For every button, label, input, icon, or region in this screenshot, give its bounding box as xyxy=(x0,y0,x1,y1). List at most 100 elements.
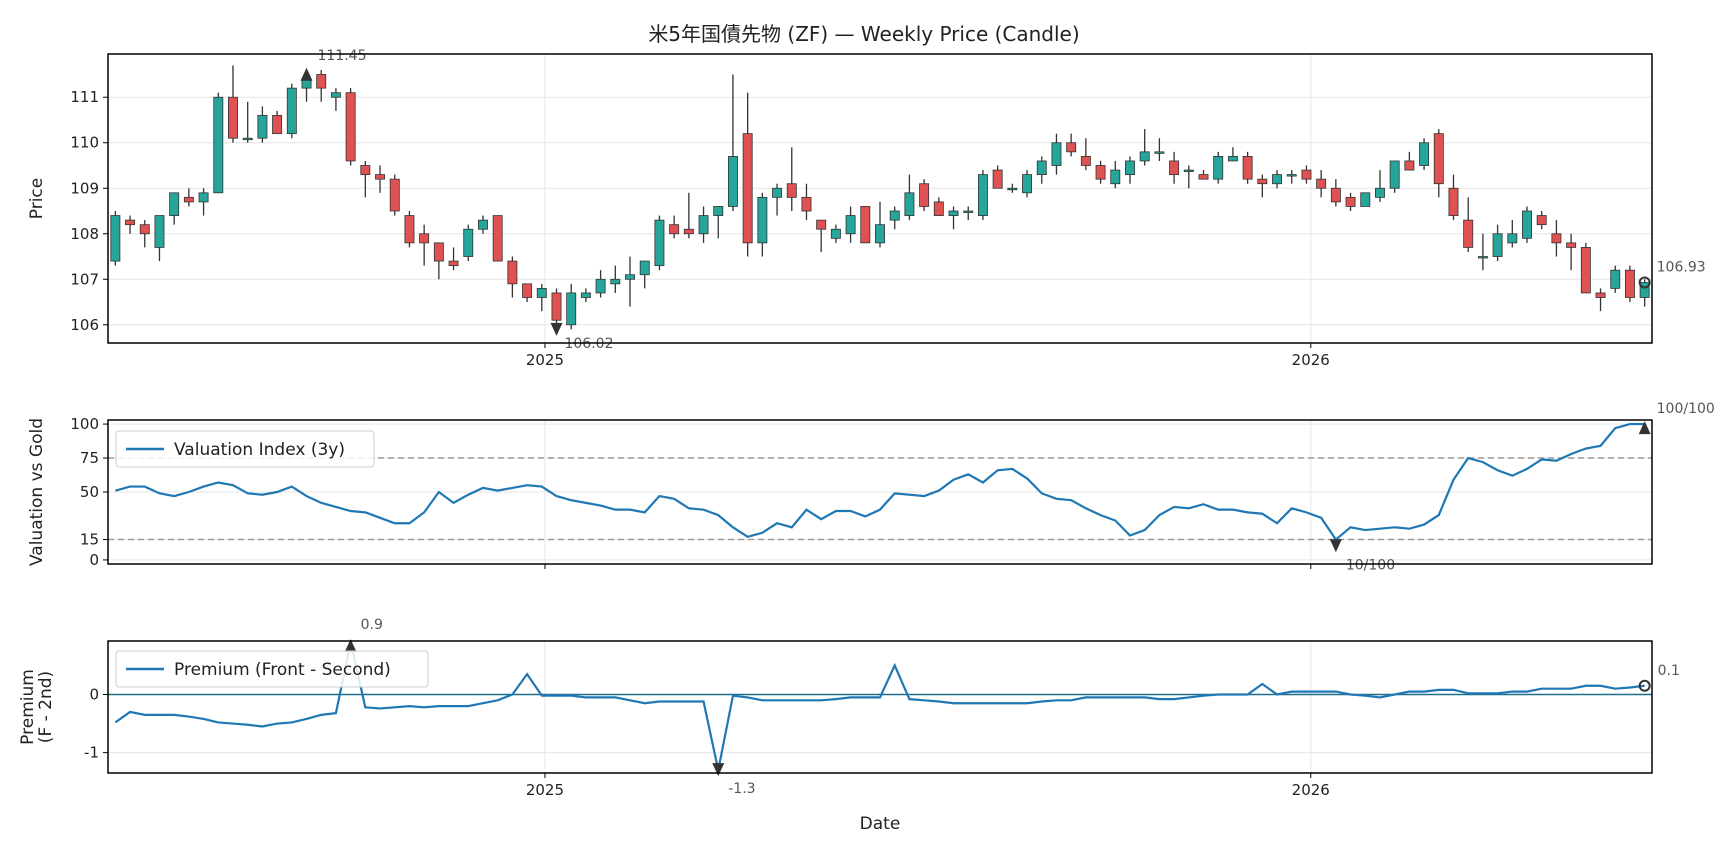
candle-body xyxy=(419,233,430,244)
annotation-label: -1.3 xyxy=(728,781,755,797)
price-candle-panel: 106 107 108 109 110 111 2025 2026 111.45 106.02 10… xyxy=(27,48,1706,369)
candle-body xyxy=(1154,151,1165,154)
y-axis-label: Premium(F - 2nd) xyxy=(18,669,56,745)
candle-body xyxy=(1595,292,1606,298)
candle-body xyxy=(977,174,988,216)
candle-body xyxy=(1316,178,1327,189)
candle-body xyxy=(1551,233,1562,244)
valuation-panel-frame xyxy=(107,419,1653,565)
candle-body xyxy=(1080,156,1091,166)
candle-body xyxy=(1125,160,1135,176)
legend-box xyxy=(115,430,375,468)
candle-body xyxy=(1301,169,1312,180)
candle-body xyxy=(1639,282,1650,298)
candle-body xyxy=(463,228,474,257)
candle-body xyxy=(1419,142,1430,166)
candle-body xyxy=(1375,187,1385,198)
candle-body xyxy=(1463,219,1474,248)
candle-body xyxy=(110,215,121,262)
y-tick-label: 0 xyxy=(89,551,99,569)
candle-body xyxy=(1448,187,1459,216)
candle-body xyxy=(757,196,768,244)
y-tick-label: 106 xyxy=(70,316,99,334)
candle-body xyxy=(1095,165,1106,180)
candle-body xyxy=(1404,160,1415,171)
candle-body xyxy=(1330,187,1341,203)
candle-body xyxy=(625,274,635,280)
y-axis-label-line: Price xyxy=(27,178,47,219)
candle-body xyxy=(1345,196,1356,207)
candle-body xyxy=(727,156,738,207)
candle-body xyxy=(242,137,253,141)
candle-body xyxy=(478,219,488,230)
candle-body xyxy=(536,287,547,298)
candle-body xyxy=(375,174,385,180)
min-marker xyxy=(1329,539,1342,553)
candle-body xyxy=(1227,156,1238,162)
y-tick-label: 100 xyxy=(70,415,99,433)
candle-body xyxy=(213,96,224,194)
candle-body xyxy=(404,215,415,244)
x-tick-label: 2025 xyxy=(526,351,564,369)
y-axis-label-line: Premium xyxy=(18,669,38,745)
y-tick-label: 50 xyxy=(80,483,99,501)
candle-body xyxy=(772,187,783,198)
candle-body xyxy=(257,115,268,139)
annotation-label: 106.02 xyxy=(564,336,613,352)
candle-body xyxy=(669,224,680,235)
min-marker xyxy=(712,763,725,777)
legend-box xyxy=(115,650,429,688)
candle-body xyxy=(698,215,709,235)
candle-body xyxy=(963,210,974,213)
last-marker xyxy=(1638,679,1651,692)
candle-body xyxy=(522,283,533,298)
candle-body xyxy=(1610,269,1621,289)
candle-body xyxy=(316,74,327,89)
candle-body xyxy=(198,192,209,203)
candle-body xyxy=(1507,233,1518,244)
candle-body xyxy=(154,215,165,248)
candle-body xyxy=(595,278,606,294)
candle-body xyxy=(286,87,297,135)
candle-body xyxy=(845,215,856,235)
price-panel-frame xyxy=(107,53,1653,344)
high-marker xyxy=(300,67,313,81)
candle-body xyxy=(1536,215,1547,226)
candle-body xyxy=(933,201,944,216)
candle-body xyxy=(654,219,665,267)
candle-body xyxy=(1433,133,1444,185)
valuation-index-panel: 0 15 50 75 100 10/100 100/100 Valuation Index (… xyxy=(27,401,1715,573)
candle-body xyxy=(1389,160,1400,189)
candle-body xyxy=(610,278,621,285)
candle-body xyxy=(830,228,841,239)
candle-body xyxy=(742,133,753,244)
candle-body xyxy=(507,260,518,285)
candle-body xyxy=(1198,174,1209,180)
x-tick-label: 2025 xyxy=(526,781,564,799)
last-marker xyxy=(1638,276,1651,289)
candle-body xyxy=(139,224,150,235)
candle-body xyxy=(713,206,724,216)
candle-body xyxy=(992,169,1003,189)
legend-label: Premium (Front - Second) xyxy=(174,660,391,680)
y-tick-label: 107 xyxy=(70,270,99,288)
candle-body xyxy=(272,115,283,135)
candle-body xyxy=(1522,210,1532,239)
candle-body xyxy=(492,215,503,262)
candle-body xyxy=(1286,174,1297,177)
candle-body xyxy=(1242,156,1253,180)
legend-label: Valuation Index (3y) xyxy=(174,440,345,460)
y-tick-label: 110 xyxy=(70,134,99,152)
y-tick-label: -1 xyxy=(84,744,99,762)
candle-body xyxy=(360,165,371,176)
candle-body xyxy=(228,96,238,139)
y-tick-label: 108 xyxy=(70,225,99,243)
candle-body xyxy=(1051,142,1062,166)
candle-body xyxy=(683,228,694,235)
y-tick-label: 15 xyxy=(80,531,99,549)
candle-body xyxy=(1183,169,1194,172)
premium-panel: -1 0 2025 2026 0.9 -1.3 0.1 Premium (Front - Se… xyxy=(18,617,1680,834)
candle-body xyxy=(330,92,341,98)
candle-body xyxy=(1169,160,1180,176)
